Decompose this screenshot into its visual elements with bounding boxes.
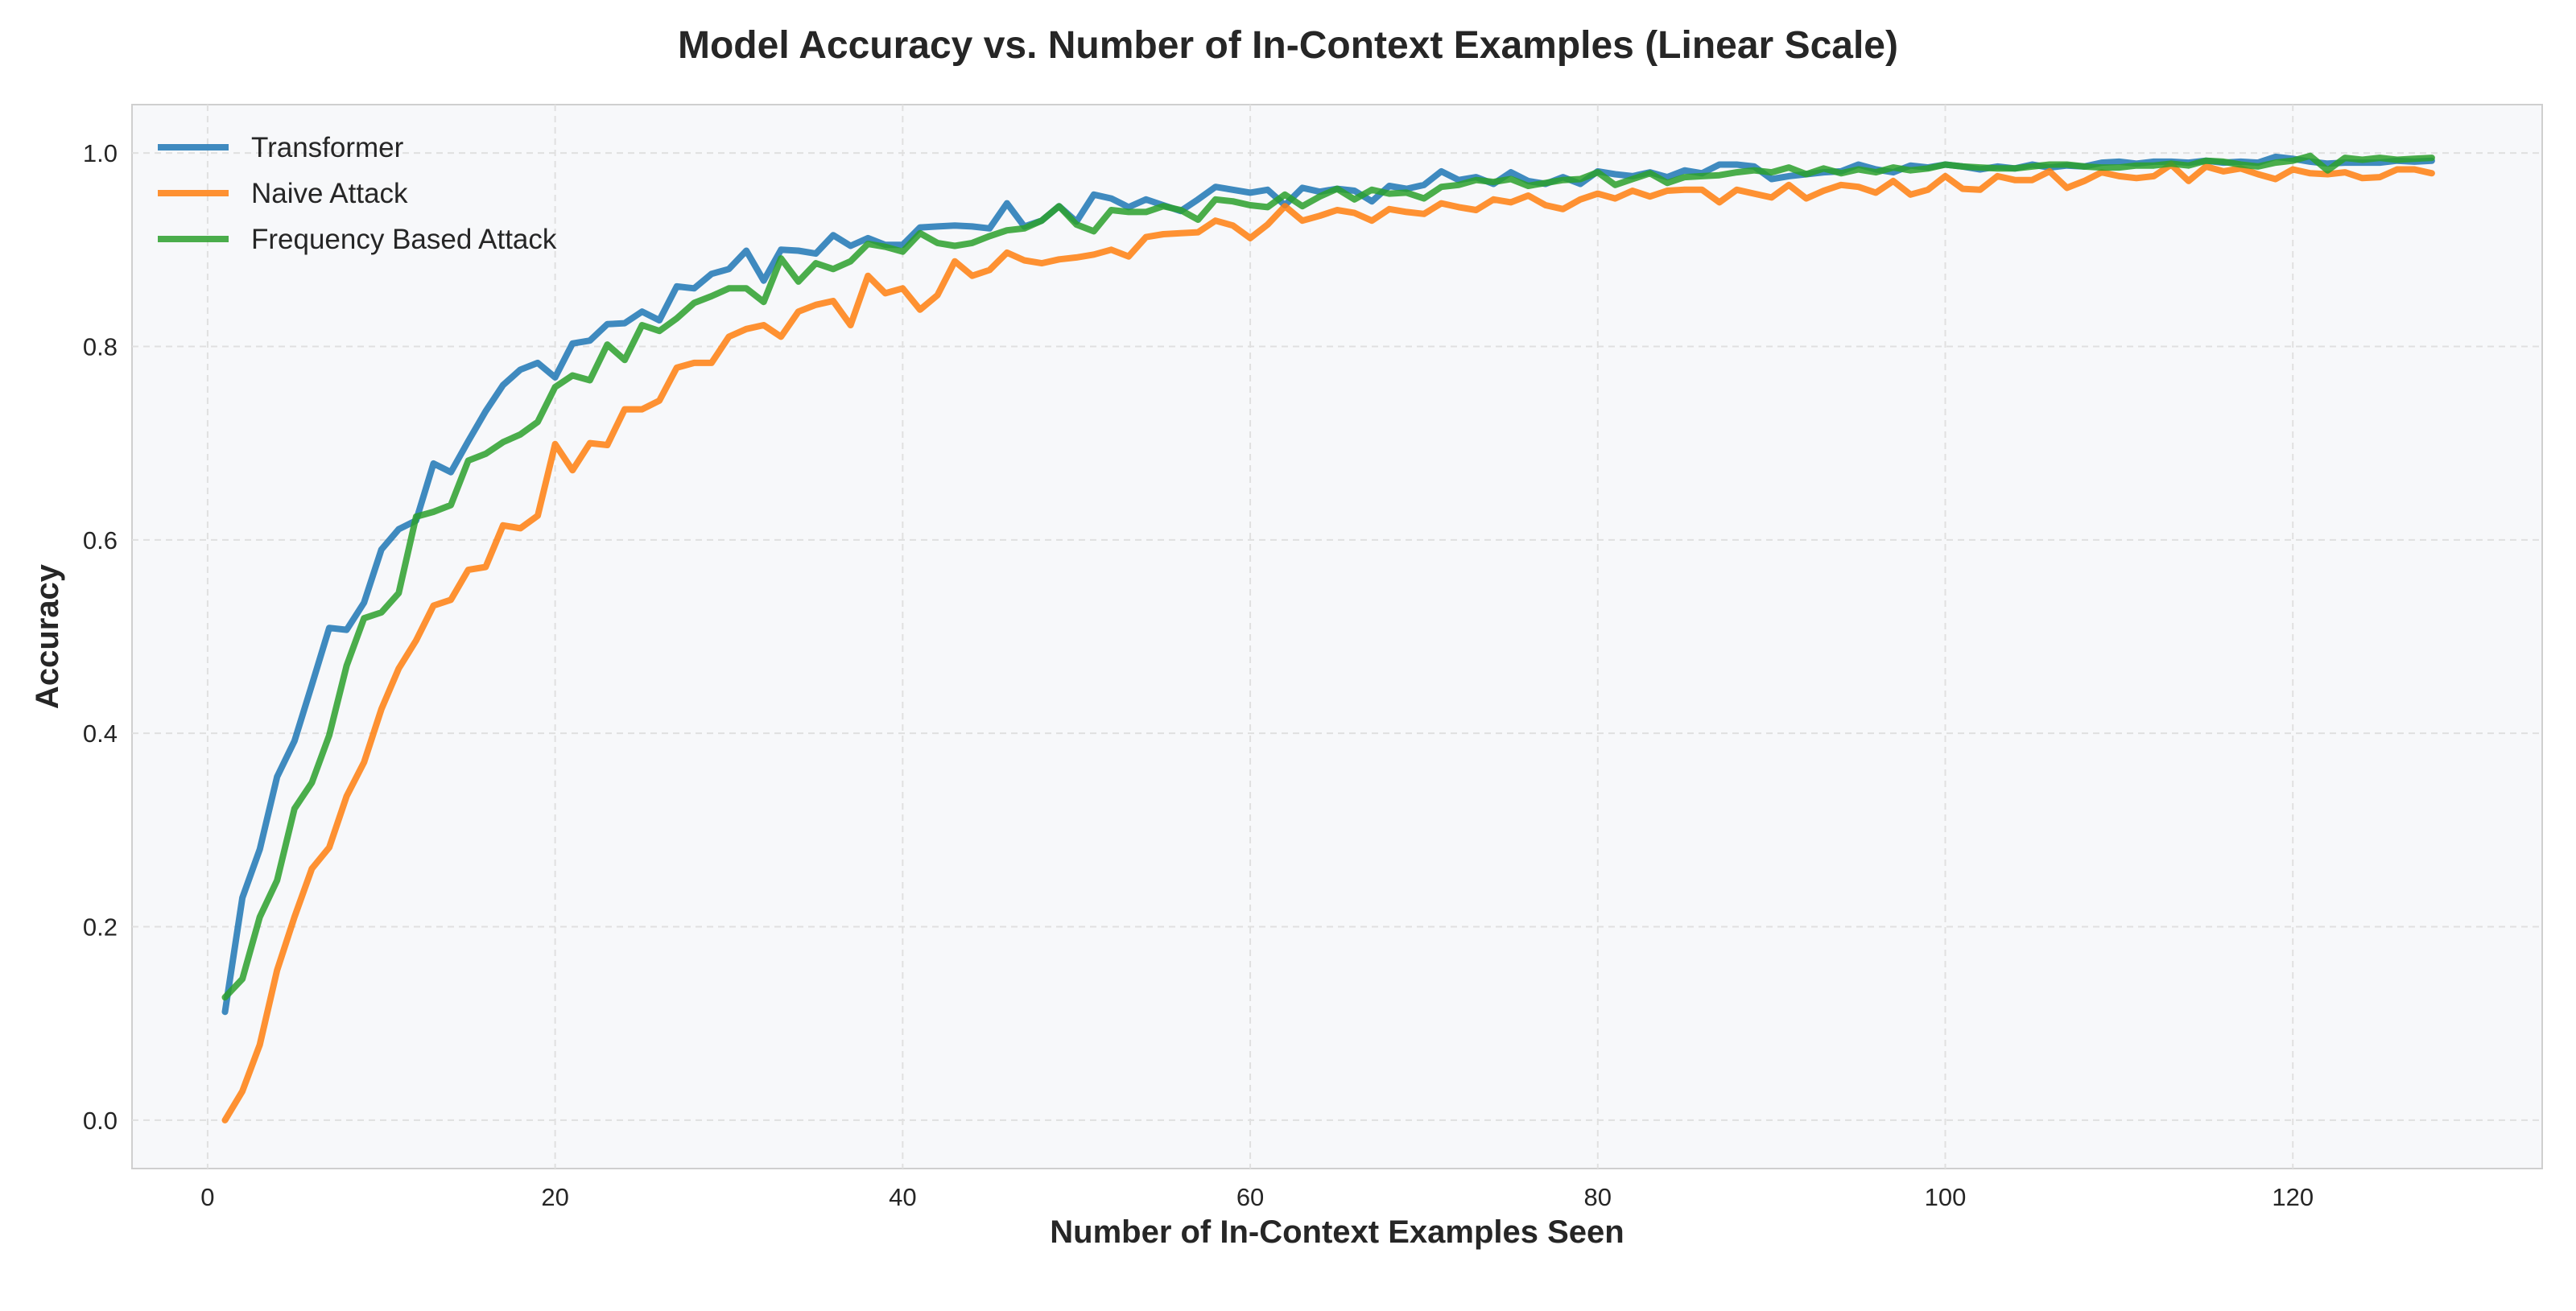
x-tick-label: 40 <box>889 1183 916 1211</box>
x-tick-label: 0 <box>200 1183 214 1211</box>
y-tick-label: 0.6 <box>83 526 118 554</box>
y-tick-label: 1.0 <box>83 139 118 167</box>
chart-title: Model Accuracy vs. Number of In-Context … <box>678 24 1898 67</box>
x-tick-label: 20 <box>541 1183 568 1211</box>
y-tick-label: 0.4 <box>83 719 118 748</box>
y-tick-label: 0.2 <box>83 913 118 942</box>
x-tick-label: 120 <box>2272 1183 2314 1211</box>
legend: Transformer Naive Attack Frequency Based A… <box>158 132 557 255</box>
y-axis-ticks: 0.0 0.2 0.4 0.6 0.8 1.0 <box>83 139 118 1135</box>
legend-label: Transformer <box>251 132 404 163</box>
x-axis-ticks: 0 20 40 60 80 100 120 <box>200 1183 2314 1211</box>
series-lines <box>221 152 2435 1123</box>
plot-area <box>131 104 2543 1169</box>
x-axis-title: Number of In-Context Examples Seen <box>1050 1214 1624 1250</box>
y-tick-label: 0.0 <box>83 1107 118 1135</box>
y-tick-label: 0.8 <box>83 332 118 361</box>
legend-label: Naive Attack <box>251 178 408 209</box>
x-tick-label: 80 <box>1584 1183 1612 1211</box>
x-tick-label: 100 <box>1925 1183 1967 1211</box>
legend-label: Frequency Based Attack <box>251 224 557 255</box>
series-line-frequency-based-attack <box>221 152 2435 1001</box>
grid <box>132 105 2542 1169</box>
series-line-naive-attack <box>221 161 2435 1123</box>
y-axis-title: Accuracy <box>30 563 65 709</box>
x-tick-label: 60 <box>1236 1183 1264 1211</box>
